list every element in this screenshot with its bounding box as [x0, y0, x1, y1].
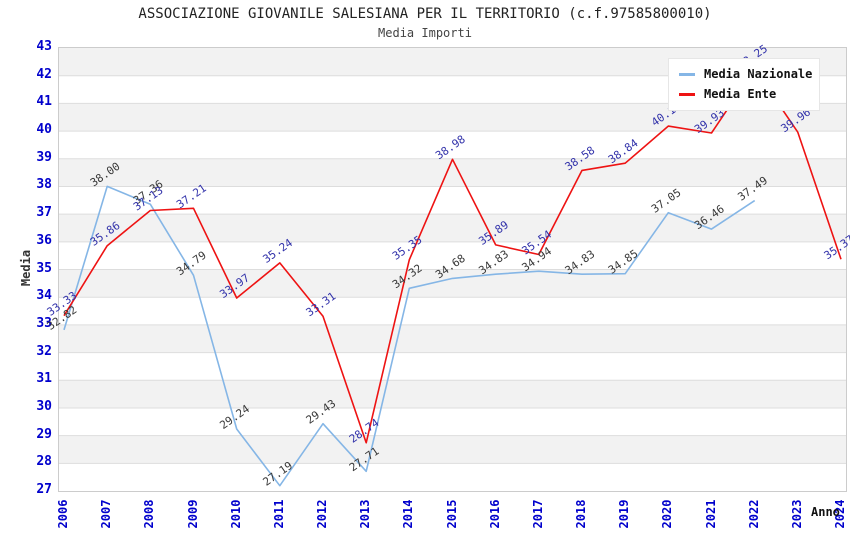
plot-band — [59, 352, 846, 381]
y-tick-label: 27 — [36, 482, 52, 497]
y-tick-label: 39 — [36, 149, 52, 165]
y-tick-label: 38 — [36, 177, 52, 193]
plot-band — [59, 435, 846, 464]
legend-item-media-nazionale: Media Nazionale — [669, 64, 819, 84]
legend-label: Media Nazionale — [704, 67, 813, 81]
legend: Media Nazionale Media Ente — [668, 58, 820, 111]
chart-canvas: 32.8238.0037.3634.7929.2427.1929.4327.71… — [45, 42, 850, 491]
x-tick-label: 2009 — [185, 499, 200, 529]
legend-swatch — [679, 72, 695, 76]
x-tick-label: 2012 — [315, 499, 329, 529]
legend-swatch — [679, 92, 695, 96]
plot-band — [59, 380, 846, 408]
x-axis-title: Anno — [811, 505, 840, 519]
chart-title: ASSOCIAZIONE GIOVANILE SALESIANA PER IL … — [138, 6, 712, 22]
x-tick-label: 2007 — [99, 499, 114, 529]
plot-band — [59, 269, 846, 298]
x-tick-label: 2016 — [487, 499, 502, 529]
plot-band — [59, 407, 846, 436]
plot-band — [59, 324, 846, 353]
y-tick-label: 28 — [36, 454, 52, 470]
y-tick-label: 42 — [36, 66, 52, 82]
y-tick-label: 36 — [36, 232, 52, 248]
x-tick-label: 2014 — [401, 499, 416, 529]
series-line-media-ente — [63, 67, 842, 444]
y-tick-label: 32 — [36, 343, 52, 359]
y-tick-label: 30 — [36, 398, 52, 414]
y-tick-label: 31 — [36, 371, 52, 387]
chart-subtitle: Media Importi — [378, 26, 472, 40]
y-tick-label: 34 — [36, 288, 52, 304]
y-tick-label: 35 — [36, 260, 52, 276]
x-tick-label: 2011 — [271, 499, 286, 529]
plot-band — [59, 463, 846, 491]
plot-band — [59, 158, 846, 187]
y-tick-label: 40 — [36, 122, 52, 138]
x-tick-label: 2020 — [660, 499, 675, 529]
y-tick-label: 43 — [36, 39, 52, 54]
legend-label: Media Ente — [704, 87, 777, 101]
plot-band — [59, 297, 846, 325]
y-tick-label: 29 — [36, 426, 52, 442]
x-tick-label: 2010 — [228, 499, 243, 529]
x-tick-label: 2006 — [56, 499, 70, 529]
x-tick-label: 2018 — [574, 499, 588, 529]
x-tick-label: 2019 — [617, 499, 632, 529]
y-tick-label: 33 — [36, 315, 52, 331]
plot-band — [59, 214, 846, 242]
legend-item-media-ente: Media Ente — [669, 84, 819, 104]
plot-band — [59, 241, 846, 270]
y-tick-label: 41 — [36, 94, 52, 110]
plot-band — [59, 186, 846, 215]
x-tick-label: 2021 — [703, 499, 718, 529]
x-tick-label: 2023 — [789, 499, 804, 529]
y-tick-label: 37 — [36, 205, 52, 221]
x-tick-label: 2008 — [142, 499, 157, 529]
series-line-media-nazionale — [63, 185, 756, 487]
x-tick-label: 2017 — [530, 499, 545, 529]
plot-area: 32.82 38.00 37.36 34.79 29.24 27.19 29.43 27.71… — [45, 42, 850, 492]
x-tick-label: 2015 — [444, 499, 459, 529]
x-tick-label: 2013 — [358, 499, 373, 529]
x-tick-label: 2022 — [746, 499, 761, 529]
plot-band — [59, 131, 846, 159]
